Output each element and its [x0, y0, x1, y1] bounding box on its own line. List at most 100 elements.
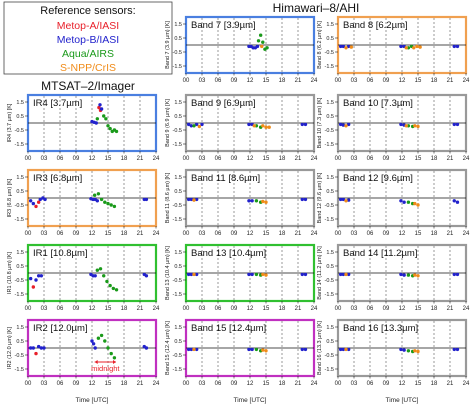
panel-ahi_b16: 1.5 0.5 -0.5 -1.5 00 03 06 09 12 15 18 21 24 Band 16 … — [317, 318, 470, 387]
y-tick-label: 1.5 — [326, 22, 334, 28]
data-point — [455, 44, 460, 49]
data-point — [111, 286, 116, 291]
panel-ahi_b7: 1.5 0.5 -0.5 -1.5 00 03 06 09 12 15 18 21 24 Band 7 (… — [165, 15, 318, 84]
data-point — [98, 267, 103, 271]
data-point — [186, 272, 191, 277]
y-tick-label: -1.5 — [173, 367, 182, 373]
data-point — [247, 272, 251, 277]
data-point — [144, 274, 149, 278]
panel-title: Band 7 [3.9µm] — [191, 20, 256, 31]
x-tick-label: 03 — [351, 156, 358, 162]
data-point — [416, 203, 420, 207]
y-axis-label: Band 12 (9.6 µm) [K] — [317, 172, 323, 223]
x-tick-label: 24 — [311, 231, 318, 237]
data-point — [346, 198, 351, 202]
x-tick-label: 03 — [351, 78, 358, 84]
x-tick-label: 18 — [431, 78, 438, 84]
x-tick-label: 12 — [399, 306, 406, 312]
data-point — [99, 197, 104, 202]
data-point — [186, 122, 191, 127]
group-title-himawari: Himawari–8/AHI — [273, 1, 360, 15]
data-point — [418, 45, 422, 49]
data-point — [344, 124, 348, 128]
data-point — [39, 274, 44, 278]
y-tick-label: 0.5 — [16, 339, 24, 345]
data-point — [399, 272, 403, 277]
x-tick-label: 09 — [383, 231, 390, 237]
y-axis-label: IR3 (6.8 µm) [K] — [7, 178, 13, 217]
data-point — [92, 193, 97, 197]
x-tick-label: 00 — [183, 231, 190, 237]
y-tick-label: 1.5 — [174, 100, 182, 106]
y-tick-label: 1.5 — [174, 175, 182, 181]
y-tick-label: 0.5 — [174, 339, 182, 345]
panel-title: Band 11 [8.6µm] — [191, 173, 260, 184]
x-tick-label: 15 — [105, 381, 112, 387]
y-axis-label: IR4 (3.7 µm) [K] — [7, 103, 13, 142]
data-point — [264, 349, 268, 353]
x-tick-label: 00 — [335, 156, 342, 162]
panel-ahi_b15: 1.5 0.5 -0.5 -1.5 00 03 06 09 12 15 18 21 24 Band 15 … — [165, 318, 318, 387]
legend-item-metop-b: Metop-B/IASI — [57, 34, 119, 46]
y-tick-label: 1.5 — [174, 22, 182, 28]
x-tick-label: 09 — [231, 381, 238, 387]
y-tick-label: -1.5 — [325, 367, 334, 373]
data-point — [95, 268, 100, 272]
data-point — [303, 272, 308, 277]
data-point — [452, 199, 456, 203]
y-tick-label: 0.5 — [326, 264, 334, 270]
y-tick-label: -0.5 — [15, 203, 24, 209]
x-tick-label: 21 — [295, 306, 302, 312]
x-tick-label: 15 — [415, 306, 422, 312]
x-tick-label: 24 — [153, 381, 160, 387]
y-tick-label: -0.5 — [325, 353, 334, 359]
x-tick-label: 06 — [57, 231, 64, 237]
legend-item-snpp: S-NPP/CrIS — [60, 62, 116, 74]
panel-title: IR4 [3.7µm] — [33, 98, 82, 109]
x-tick-label: 03 — [199, 381, 206, 387]
y-tick-label: -0.5 — [325, 128, 334, 134]
x-tick-label: 15 — [263, 306, 270, 312]
y-tick-label: -1.5 — [173, 292, 182, 298]
x-tick-label: 21 — [137, 231, 144, 237]
x-tick-label: 12 — [399, 231, 406, 237]
x-tick-label: 09 — [73, 156, 80, 162]
y-tick-label: 0.5 — [16, 189, 24, 195]
y-tick-label: -0.5 — [15, 128, 24, 134]
x-tick-label: 06 — [57, 381, 64, 387]
data-point — [112, 204, 117, 209]
x-tick-label: 00 — [335, 381, 342, 387]
x-tick-label: 12 — [399, 156, 406, 162]
data-point — [106, 346, 110, 350]
y-tick-label: 1.5 — [326, 175, 334, 181]
data-point — [399, 122, 403, 127]
x-tick-label: 06 — [215, 306, 222, 312]
y-tick-label: -0.5 — [15, 278, 24, 284]
data-point — [97, 105, 101, 110]
y-axis-label: IR2 (12.0 µm) [K] — [7, 327, 13, 369]
x-tick-label: 00 — [335, 231, 342, 237]
data-point — [114, 129, 119, 134]
x-tick-label: 15 — [105, 306, 112, 312]
y-axis-label: Band 16 (13.3 µm) [K] — [317, 321, 323, 375]
legend-item-aqua: Aqua/AIRS — [62, 48, 114, 60]
data-point — [415, 44, 419, 49]
data-point — [264, 200, 268, 204]
data-point — [28, 276, 33, 281]
data-point — [341, 272, 346, 277]
data-point — [200, 122, 204, 127]
x-tick-label: 24 — [463, 306, 470, 312]
x-tick-label: 03 — [351, 381, 358, 387]
x-tick-label: 00 — [25, 306, 32, 312]
data-point — [264, 125, 268, 129]
y-tick-label: -0.5 — [325, 203, 334, 209]
data-point — [455, 347, 460, 352]
data-point — [144, 346, 149, 350]
data-point — [413, 273, 417, 277]
y-tick-label: 1.5 — [326, 250, 334, 256]
data-point — [402, 200, 406, 204]
data-point — [406, 273, 411, 277]
data-point — [192, 272, 196, 277]
x-tick-label: 03 — [351, 306, 358, 312]
